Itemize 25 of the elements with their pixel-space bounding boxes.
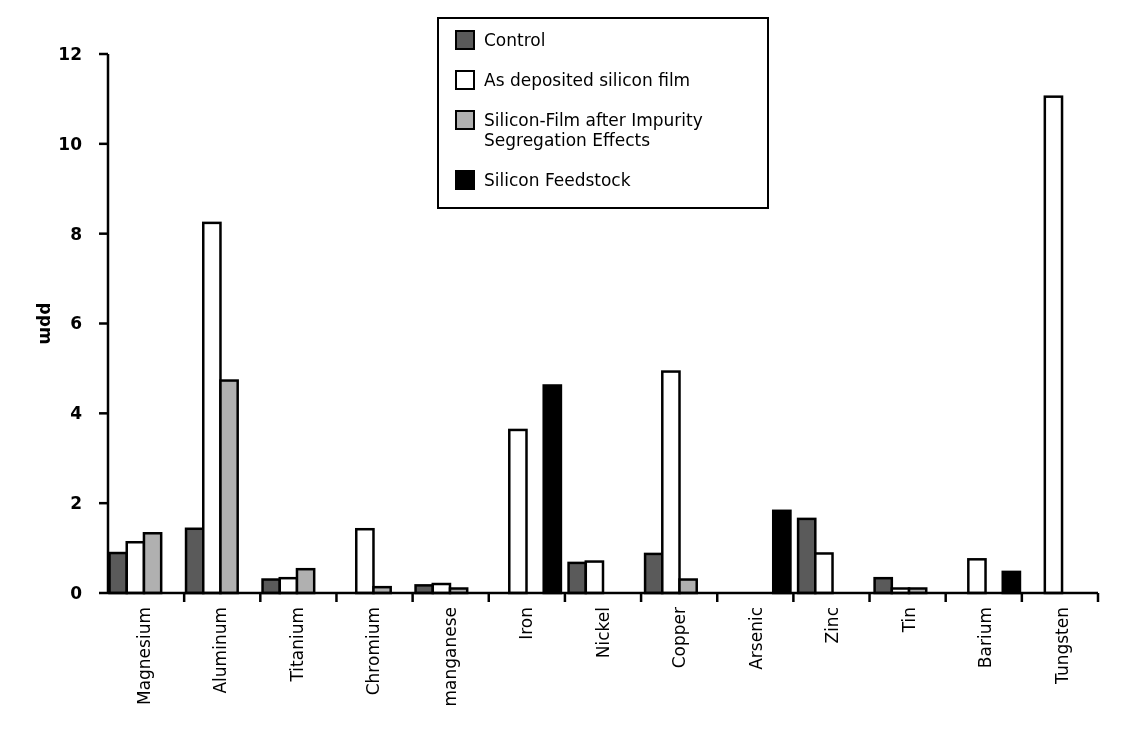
y-tick-label: 2 <box>70 493 82 514</box>
x-tick-label: Copper <box>669 607 690 669</box>
x-tick-label: Tungsten <box>1051 607 1072 685</box>
x-tick-label: Iron <box>516 607 537 640</box>
x-tick-label: Aluminum <box>210 607 231 694</box>
x-tick-label: Titanium <box>286 607 307 683</box>
x-tick-label: Zinc <box>822 607 843 644</box>
y-tick-label: 6 <box>70 313 82 334</box>
x-tick-label: Arsenic <box>745 607 766 670</box>
x-tick-label: Nickel <box>592 607 613 659</box>
x-tick-label: Magnesium <box>133 607 154 706</box>
x-tick-label: Barium <box>975 607 996 669</box>
legend-label: As deposited silicon film <box>484 69 691 90</box>
x-tick-label: manganese <box>439 607 460 707</box>
y-tick-label: 10 <box>58 133 83 154</box>
y-tick-label: 12 <box>58 43 82 64</box>
y-tick-label: 8 <box>70 223 82 244</box>
legend-label: Silicon Feedstock <box>484 169 631 190</box>
legend-label: Control <box>484 29 546 50</box>
y-tick-label: 0 <box>70 582 83 603</box>
x-tick-label: Chromium <box>363 607 384 696</box>
y-tick-label: 4 <box>70 403 83 424</box>
y-axis-title: ppm <box>36 302 56 345</box>
legend-label: Silicon-Film after Impurity Segregation Effects <box>484 109 703 151</box>
x-tick-label: Tin <box>898 607 919 634</box>
